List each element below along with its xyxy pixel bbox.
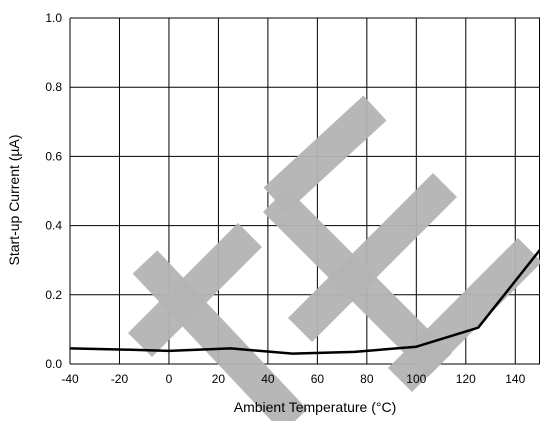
y-tick-label: 0.0 [45,357,62,371]
y-tick-label: 0.8 [45,80,62,94]
x-axis-label: Ambient Temperature (°C) [234,399,397,415]
x-tick-label: -20 [111,372,129,386]
series-line [69,249,540,355]
watermark-stroke [287,172,458,343]
y-tick-label: 0.2 [45,288,62,302]
x-tick-labels: -40 -20 0 20 40 60 80 100 120 140 [61,372,525,386]
y-tick-label: 1.0 [45,11,62,25]
watermark-stroke [132,250,308,421]
x-tick-label: 0 [166,372,173,386]
x-tick-label: 120 [456,372,476,386]
watermark-stroke [127,222,263,358]
watermark-text: TE [0,0,2,1]
y-axis-label: Start-up Current (µA) [6,135,22,266]
y-tick-label: 0.4 [45,219,62,233]
x-tick-label: -40 [61,372,79,386]
watermark-stroke [387,237,540,393]
y-tick-labels: 0.0 0.2 0.4 0.6 0.8 1.0 [45,11,62,371]
x-tick-label: 100 [406,372,426,386]
series-layer [69,249,540,355]
x-tick-label: 140 [505,372,525,386]
x-tick-label: 20 [212,372,226,386]
x-tick-label: 80 [360,372,374,386]
y-tick-label: 0.6 [45,149,62,163]
x-tick-label: 40 [261,372,275,386]
watermark-stroke [263,95,387,213]
x-tick-label: 60 [311,372,325,386]
